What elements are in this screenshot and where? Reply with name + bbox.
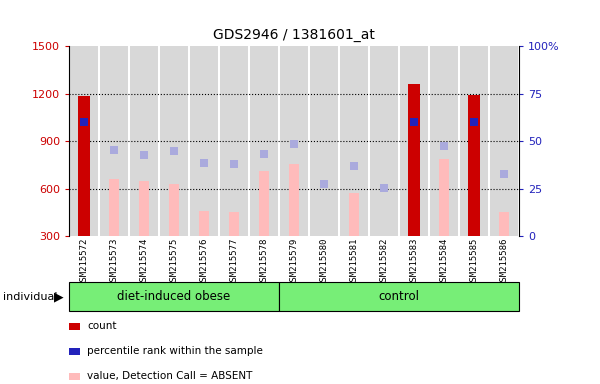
Bar (70, 46, 98, 236)
Bar (78, 96, 90, 236)
Bar (250, 46, 278, 236)
Bar (490, 46, 518, 236)
Bar (349, 193, 359, 236)
Text: control: control (379, 290, 419, 303)
Bar (379, 236, 389, 238)
Bar (279, 282, 519, 311)
Bar (190, 46, 218, 236)
Bar (468, 95, 481, 236)
Bar (259, 171, 269, 236)
Text: individual: individual (3, 291, 58, 302)
Bar (229, 212, 239, 236)
Bar (499, 212, 509, 236)
Text: count: count (87, 321, 116, 331)
Title: GDS2946 / 1381601_at: GDS2946 / 1381601_at (213, 28, 375, 42)
Bar (370, 46, 398, 236)
Bar (460, 46, 488, 236)
Bar (220, 46, 248, 236)
Bar (430, 46, 458, 236)
Text: value, Detection Call = ABSENT: value, Detection Call = ABSENT (87, 371, 253, 381)
Text: ▶: ▶ (54, 290, 64, 303)
Bar (439, 159, 449, 236)
Bar (139, 181, 149, 236)
Bar (100, 46, 128, 236)
Bar (130, 46, 158, 236)
Bar (169, 184, 179, 236)
Bar (199, 211, 209, 236)
Bar (69, 282, 279, 311)
Bar (280, 46, 308, 236)
Bar (310, 46, 338, 236)
Text: diet-induced obese: diet-induced obese (118, 290, 230, 303)
Bar (400, 46, 428, 236)
Bar (408, 84, 420, 236)
Text: percentile rank within the sample: percentile rank within the sample (87, 346, 263, 356)
Bar (160, 46, 188, 236)
Bar (340, 46, 368, 236)
Bar (319, 236, 329, 238)
Bar (289, 164, 299, 236)
Bar (109, 179, 119, 236)
